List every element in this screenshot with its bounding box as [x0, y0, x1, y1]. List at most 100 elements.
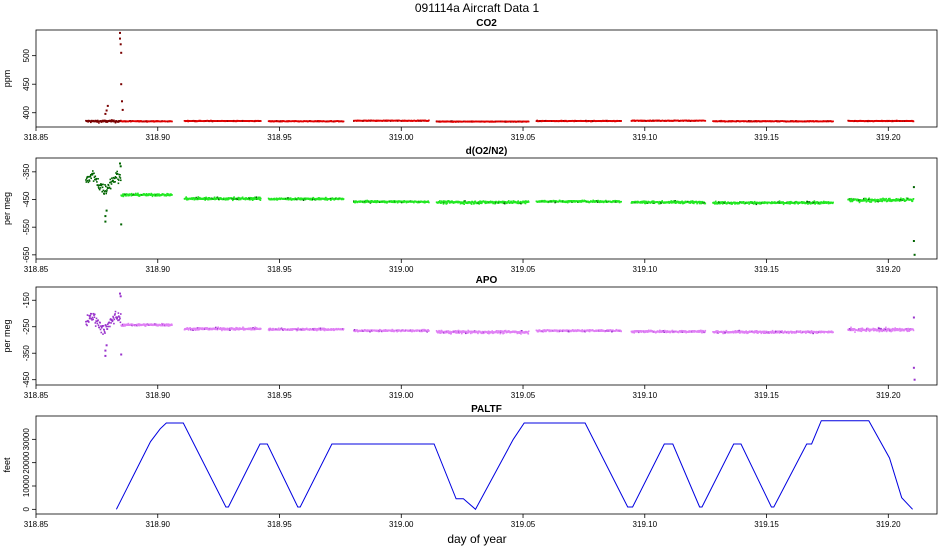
series-segment [435, 120, 530, 123]
outlier-point [119, 31, 121, 34]
outlier-point [913, 253, 916, 256]
data-point [643, 200, 645, 202]
data-point [888, 198, 890, 201]
data-point [452, 201, 454, 203]
data-point [897, 199, 900, 201]
outlier-point [104, 112, 107, 115]
data-point [859, 200, 861, 203]
data-point [437, 331, 440, 334]
data-point [493, 201, 496, 204]
data-point [87, 119, 89, 122]
data-point [112, 180, 114, 182]
data-point [391, 329, 394, 332]
data-point [895, 199, 898, 202]
data-point [508, 200, 510, 202]
data-point [342, 328, 345, 330]
data-point [105, 185, 107, 188]
data-point [109, 181, 111, 184]
data-point [156, 193, 159, 195]
data-point [115, 172, 117, 174]
panel-title: APO [476, 275, 498, 286]
data-point [85, 323, 88, 326]
data-point [99, 187, 102, 189]
series-segment [120, 322, 173, 327]
outlier-point [912, 186, 915, 189]
data-point [171, 194, 173, 196]
data-point [452, 331, 455, 334]
data-point [760, 203, 762, 205]
x-tick-label: 319.05 [511, 133, 536, 142]
data-point [88, 321, 90, 323]
y-tick-label: -650 [22, 246, 31, 263]
data-point [241, 327, 244, 330]
data-point [525, 200, 527, 202]
data-point [319, 327, 322, 330]
data-point [117, 319, 119, 322]
data-point [196, 197, 198, 200]
data-point [125, 195, 127, 197]
data-point [754, 200, 756, 203]
data-point [579, 200, 582, 202]
data-point [411, 330, 413, 333]
data-point [118, 176, 121, 178]
data-point [197, 196, 200, 198]
data-point [110, 183, 113, 185]
outlier-point [105, 209, 108, 212]
data-point [369, 330, 371, 333]
data-point [439, 200, 441, 202]
data-point [102, 189, 105, 192]
data-point [294, 197, 297, 199]
data-point [316, 329, 318, 332]
data-point [704, 202, 707, 205]
data-point [592, 199, 594, 202]
data-point [287, 197, 289, 199]
data-point [755, 203, 758, 206]
data-point [905, 197, 908, 199]
data-point [342, 120, 345, 123]
data-point [95, 177, 98, 180]
data-point [170, 324, 172, 326]
data-point [121, 325, 123, 327]
data-point [715, 200, 717, 203]
data-point [527, 201, 530, 203]
data-point [193, 327, 196, 330]
data-point [106, 328, 109, 330]
data-point [117, 312, 120, 314]
data-point [192, 329, 194, 331]
series-segment [267, 327, 345, 332]
x-axis-label: day of year [447, 532, 506, 546]
x-tick-label: 319.00 [389, 265, 414, 274]
data-point [743, 201, 745, 203]
data-point [171, 324, 173, 326]
data-point [354, 201, 357, 204]
data-point [502, 202, 505, 205]
data-point [463, 331, 465, 334]
data-point [109, 187, 112, 190]
data-point [198, 196, 201, 199]
data-point [219, 327, 222, 329]
data-point [216, 196, 219, 199]
data-point [377, 330, 379, 333]
data-point [716, 202, 719, 205]
data-point [234, 328, 237, 331]
data-point [113, 177, 116, 180]
data-point [128, 193, 130, 196]
data-point [97, 319, 99, 321]
data-point [238, 198, 240, 201]
data-point [100, 327, 103, 329]
data-point [200, 328, 202, 331]
outlier-point [121, 108, 124, 111]
data-point [208, 198, 210, 201]
data-point [461, 330, 464, 332]
data-point [527, 200, 530, 202]
data-point [766, 201, 768, 204]
outlier-point [105, 109, 108, 112]
data-point [153, 193, 156, 196]
data-point [704, 120, 707, 122]
data-point [260, 197, 262, 200]
data-point [822, 202, 824, 205]
data-point [593, 200, 595, 202]
data-point [213, 196, 216, 199]
data-point [753, 202, 755, 205]
series-segment [120, 192, 173, 198]
